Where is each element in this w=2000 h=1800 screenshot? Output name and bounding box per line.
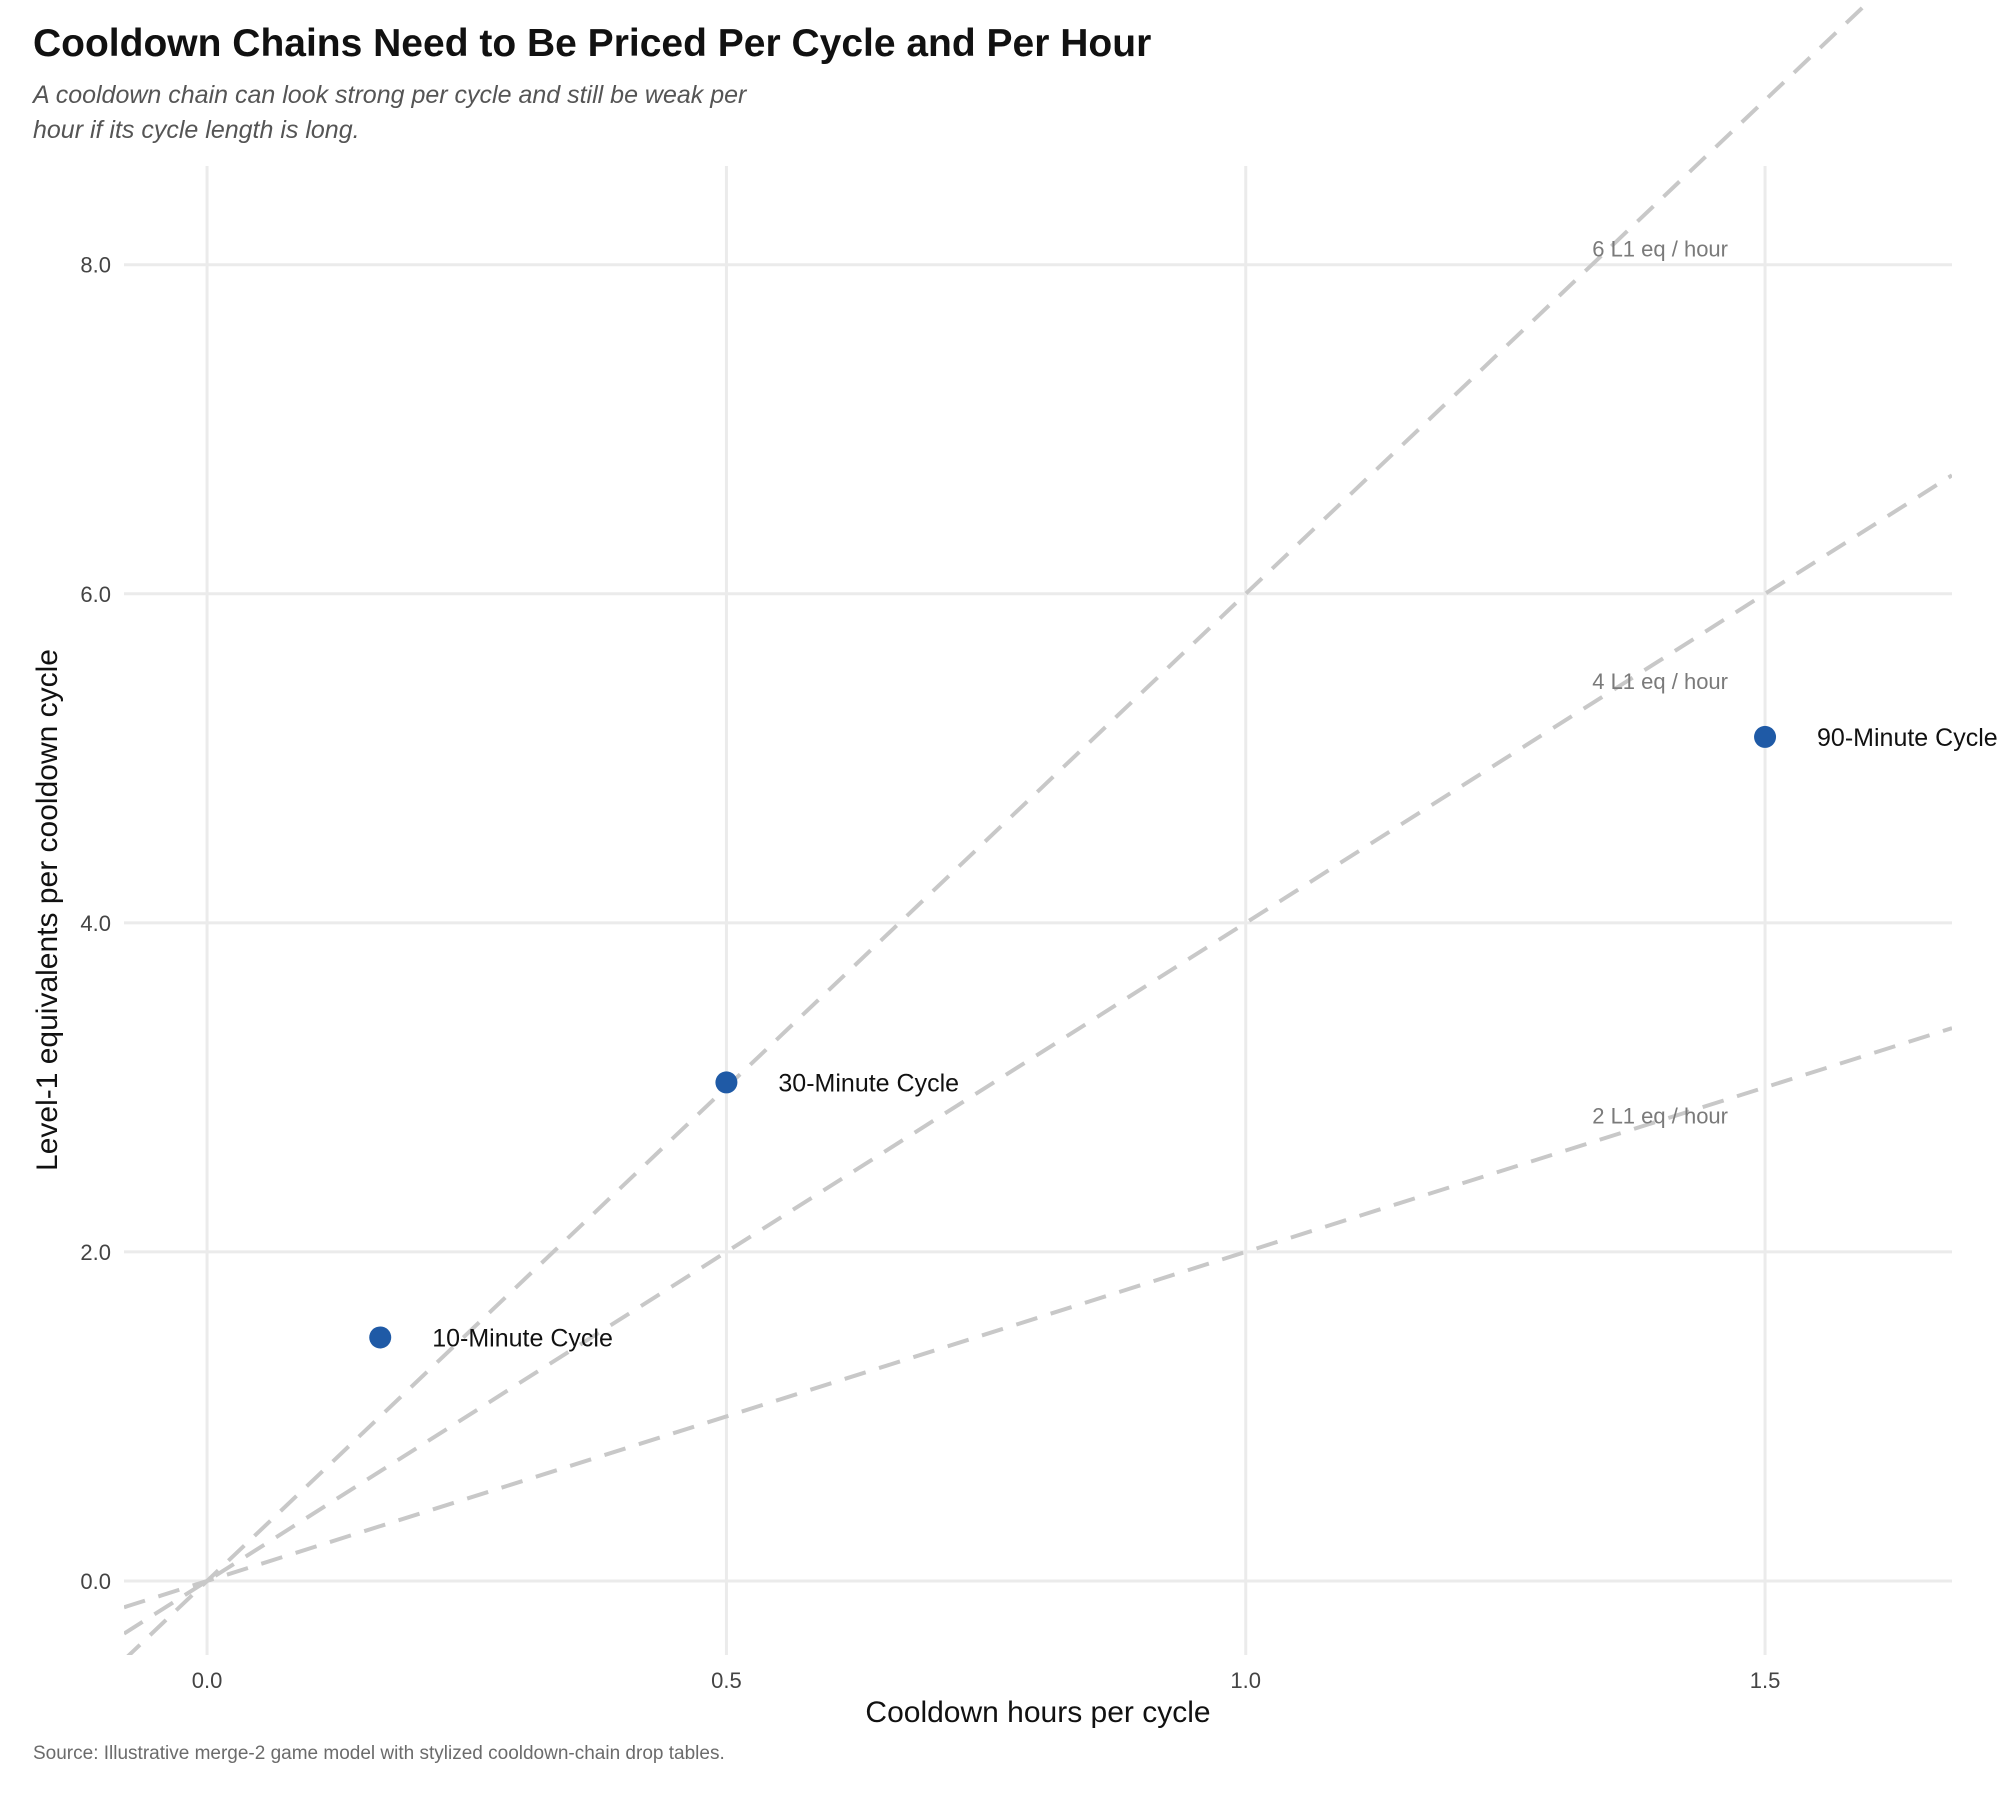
data-point	[1754, 725, 1777, 748]
chart-title: Cooldown Chains Need to Be Priced Per Cy…	[33, 22, 1152, 65]
reference-line	[126, 0, 1874, 1655]
x-tick-label: 1.5	[1750, 1668, 1781, 1693]
reference-line-label: 2 L1 eq / hour	[1592, 1103, 1728, 1128]
y-tick-label: 6.0	[80, 582, 111, 607]
reference-line	[124, 473, 1952, 1636]
x-tick-label: 1.0	[1230, 1668, 1261, 1693]
x-tick-label: 0.0	[192, 1668, 223, 1693]
y-axis-title: Level-1 equivalents per cooldown cycle	[31, 649, 64, 1171]
y-tick-label: 8.0	[80, 253, 111, 278]
axis-ticks: 0.0 0.5 1.0 1.5 0.0 2.0 4.0 6.0 8.0	[80, 253, 1780, 1693]
reference-line	[124, 1026, 1952, 1610]
data-point-label: 90-Minute Cycle	[1817, 724, 1998, 752]
grid-lines	[124, 166, 1952, 1655]
reference-lines: 6 L1 eq / hour 4 L1 eq / hour 2 L1 eq / ho…	[124, 0, 1952, 1655]
data-points: 10-Minute Cycle 30-Minute Cycle 90-Minute …	[369, 724, 1998, 1352]
x-axis-title: Cooldown hours per cycle	[865, 1696, 1210, 1729]
y-tick-label: 0.0	[80, 1569, 111, 1594]
chart-subtitle: A cooldown chain can look strong per cyc…	[33, 81, 747, 144]
data-point	[715, 1071, 738, 1094]
y-tick-label: 2.0	[80, 1240, 111, 1265]
chart-caption: Source: Illustrative merge-2 game model …	[33, 1743, 725, 1764]
data-point-label: 10-Minute Cycle	[432, 1324, 613, 1352]
data-point	[369, 1326, 392, 1349]
reference-line-label: 4 L1 eq / hour	[1592, 669, 1728, 694]
x-tick-label: 0.5	[711, 1668, 742, 1693]
data-point-label: 30-Minute Cycle	[778, 1069, 959, 1097]
reference-line-label: 6 L1 eq / hour	[1592, 236, 1728, 261]
y-tick-label: 4.0	[80, 911, 111, 936]
